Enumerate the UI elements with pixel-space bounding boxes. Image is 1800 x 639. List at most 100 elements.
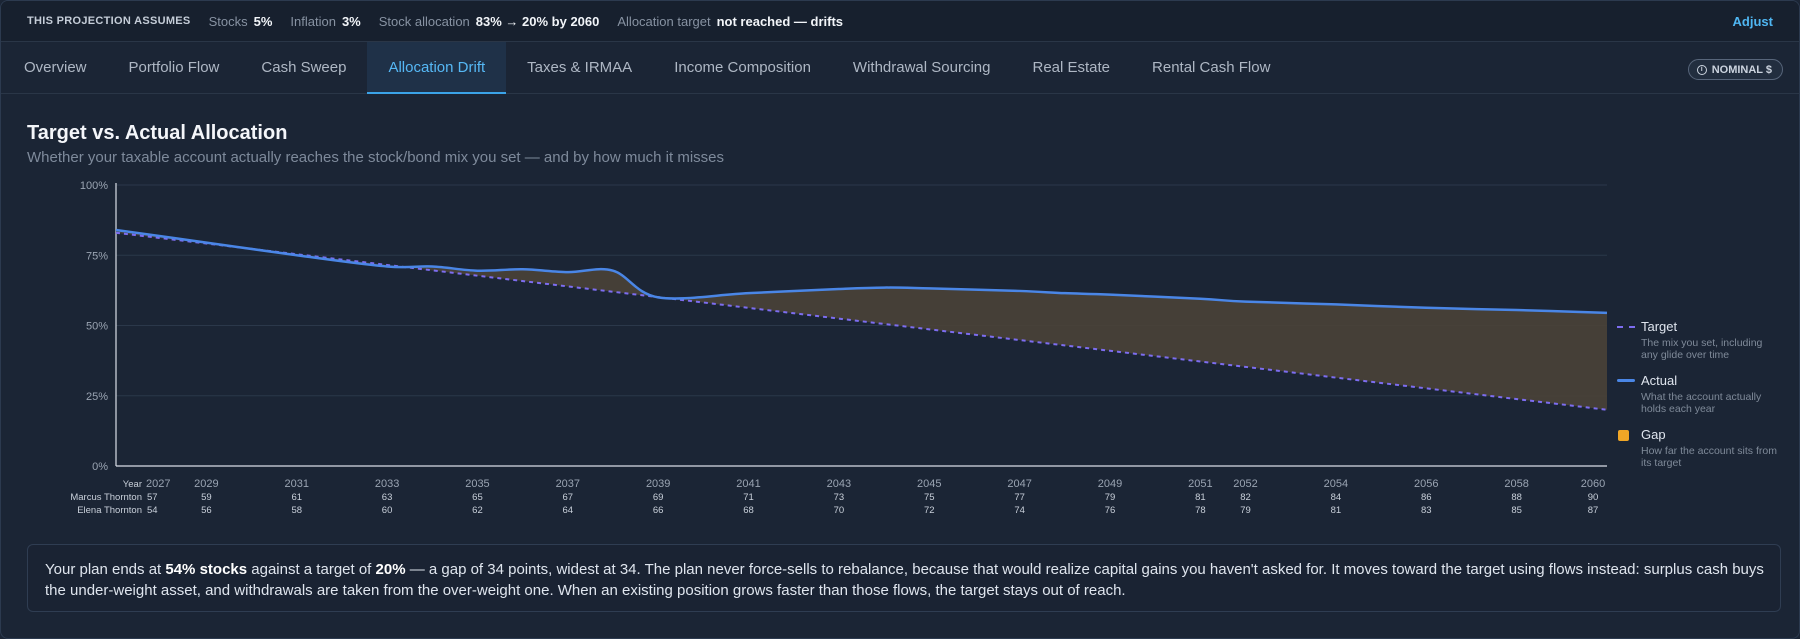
chart-legend: Target The mix you set, including any gl… <box>1617 319 1797 481</box>
legend-gap-desc: How far the account sits from its target <box>1641 445 1797 469</box>
age-value: 64 <box>563 505 574 516</box>
info-icon: i <box>1696 64 1707 75</box>
tab-taxes-irmaa[interactable]: Taxes & IRMAA <box>527 59 633 76</box>
age-value: 66 <box>653 505 664 516</box>
age-value: 57 <box>147 492 158 503</box>
tab-withdrawal-sourcing[interactable]: Withdrawal Sourcing <box>852 59 991 76</box>
age-value: 60 <box>382 505 393 516</box>
stock-allocation-label: Stock allocation <box>378 13 470 29</box>
age-value: 73 <box>834 492 845 503</box>
note-text-3: — a gap of 34 points, widest at 34. The … <box>45 561 1764 599</box>
x-tick-label: 2037 <box>556 478 580 490</box>
age-value: 78 <box>1195 505 1206 516</box>
x-tick-label: 2027 <box>146 478 170 490</box>
age-value: 81 <box>1331 505 1342 516</box>
legend-gap-desc-line2: its target <box>1641 457 1682 469</box>
nominal-dollars-toggle[interactable]: i NOMINAL $ <box>1687 59 1783 80</box>
legend-target-desc-line1: The mix you set, including <box>1641 337 1763 349</box>
tab-allocation-drift[interactable]: Allocation Drift <box>367 42 507 94</box>
actual-line <box>115 228 1608 315</box>
tab-rental-cash-flow[interactable]: Rental Cash Flow <box>1152 59 1271 76</box>
age-value: 62 <box>472 505 483 516</box>
x-tick-label: 2041 <box>736 478 760 490</box>
note-text-1: Your plan ends at <box>45 561 166 578</box>
note-text-2: against a target of <box>247 561 376 578</box>
adjust-link[interactable]: Adjust <box>1732 13 1773 29</box>
age-value: 63 <box>382 492 393 503</box>
tab-portfolio-flow[interactable]: Portfolio Flow <box>128 59 220 76</box>
stock-allocation-value: 83% → 20% by 2060 <box>475 13 600 29</box>
tab-income-composition[interactable]: Income Composition <box>674 59 811 76</box>
age-value: 77 <box>1014 492 1025 503</box>
age-value: 68 <box>743 505 754 516</box>
chart-title: Target vs. Actual Allocation <box>27 122 288 144</box>
inflation-value: 3% <box>341 13 361 29</box>
x-tick-label: 2056 <box>1414 478 1438 490</box>
x-tick-label: 2051 <box>1188 478 1212 490</box>
x-tick-label: 2031 <box>284 478 308 490</box>
x-tick-label: 2043 <box>827 478 851 490</box>
age-value: 69 <box>653 492 664 503</box>
tab-bar: Overview Portfolio Flow Cash Sweep Alloc… <box>1 42 1799 94</box>
age-value: 79 <box>1240 505 1251 516</box>
age-value: 84 <box>1331 492 1342 503</box>
age-value: 90 <box>1588 492 1599 503</box>
age-value: 85 <box>1511 505 1522 516</box>
y-tick-label: 75% <box>86 250 108 262</box>
legend-target-desc: The mix you set, including any glide ove… <box>1641 337 1797 361</box>
age-value: 67 <box>563 492 574 503</box>
age-value: 71 <box>743 492 754 503</box>
allocation-target-value: not reached — drifts <box>716 13 844 29</box>
allocation-target-label: Allocation target <box>617 13 711 29</box>
allocation-chart: 0% 25% 50% 75% 100% Year Marcus Thornton Elena … <box>70 180 1608 516</box>
legend-target-title: Target <box>1641 319 1678 334</box>
age-value: 74 <box>1014 505 1025 516</box>
age-value: 79 <box>1105 492 1116 503</box>
target-dash-swatch <box>1617 326 1635 328</box>
gap-area <box>116 229 1607 410</box>
age-value: 54 <box>147 505 158 516</box>
chart-subtitle: Whether your taxable account actually re… <box>27 149 725 166</box>
age-value: 88 <box>1511 492 1522 503</box>
year-row-label: Year <box>123 479 142 490</box>
age-row-label: Elena Thornton <box>77 505 142 516</box>
x-tick-label: 2035 <box>465 478 489 490</box>
age-value: 87 <box>1588 505 1599 516</box>
legend-gap-title: Gap <box>1641 427 1666 442</box>
age-value: 59 <box>201 492 212 503</box>
note-ending-stocks: 54% stocks <box>165 561 248 578</box>
age-value: 65 <box>472 492 483 503</box>
actual-line-swatch <box>1617 379 1635 382</box>
x-tick-label: 2047 <box>1007 478 1031 490</box>
age-value: 83 <box>1421 505 1432 516</box>
x-tick-label: 2029 <box>194 478 218 490</box>
note-target: 20% <box>375 561 406 578</box>
age-value: 58 <box>291 505 302 516</box>
x-tick-label: 2052 <box>1233 478 1257 490</box>
age-row-label: Marcus Thornton <box>70 492 142 503</box>
legend-item-actual: Actual What the account actually holds e… <box>1617 373 1797 415</box>
tab-overview[interactable]: Overview <box>24 59 87 76</box>
stocks-value: 5% <box>253 13 273 29</box>
legend-item-target: Target The mix you set, including any gl… <box>1617 319 1797 361</box>
gap-swatch <box>1618 430 1629 441</box>
stocks-label: Stocks <box>208 13 248 29</box>
target-line <box>115 231 1608 411</box>
age-value: 72 <box>924 505 935 516</box>
x-tick-label: 2058 <box>1504 478 1528 490</box>
age-value: 61 <box>291 492 302 503</box>
legend-actual-desc-line2: holds each year <box>1641 403 1716 415</box>
y-tick-label: 0% <box>92 461 108 473</box>
x-tick-label: 2039 <box>646 478 670 490</box>
y-tick-label: 50% <box>86 321 108 333</box>
tab-real-estate[interactable]: Real Estate <box>1032 59 1111 76</box>
summary-note: Your plan ends at 54% stocks against a t… <box>27 544 1781 612</box>
legend-actual-title: Actual <box>1641 373 1678 388</box>
age-value: 56 <box>201 505 212 516</box>
age-value: 86 <box>1421 492 1432 503</box>
assumptions-lead: THIS PROJECTION ASSUMES <box>27 15 191 27</box>
legend-actual-desc: What the account actually holds each yea… <box>1641 391 1797 415</box>
tab-cash-sweep[interactable]: Cash Sweep <box>261 59 347 76</box>
legend-actual-desc-line1: What the account actually <box>1641 391 1762 403</box>
